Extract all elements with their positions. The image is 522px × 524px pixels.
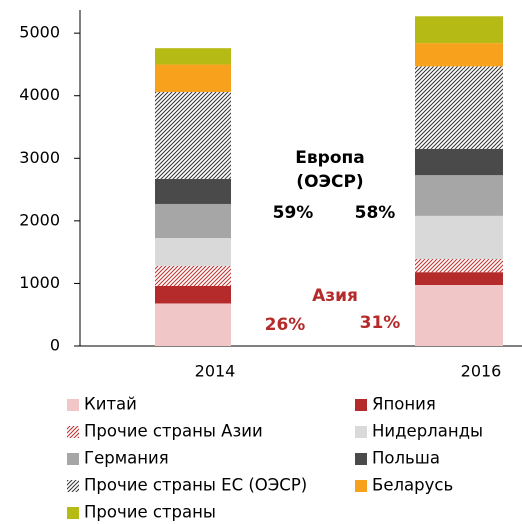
x-tick-label: 2014 — [195, 362, 236, 381]
y-tick-label: 3000 — [19, 148, 60, 167]
legend-label: Нидерланды — [372, 422, 483, 441]
y-tick-label: 1000 — [19, 273, 60, 292]
bar-segment — [415, 175, 503, 216]
legend-swatch — [67, 453, 79, 465]
legend-swatch — [355, 480, 367, 492]
legend-swatch — [67, 480, 79, 492]
legend-label: Китай — [84, 395, 137, 414]
legend-swatch — [355, 426, 367, 438]
legend-swatch — [355, 399, 367, 411]
y-tick-label: 4000 — [19, 85, 60, 104]
bar-segment — [155, 285, 231, 304]
legend-label: Прочие страны ЕС (ОЭСР) — [84, 476, 307, 495]
legend-label: Германия — [84, 449, 169, 468]
bar-segment — [155, 238, 231, 266]
annotation: 26% — [265, 315, 306, 335]
bar-segment — [155, 203, 231, 239]
bar-segment — [155, 178, 231, 204]
y-tick-label: 0 — [50, 336, 60, 355]
annotation: 58% — [355, 203, 396, 223]
bar-segment — [415, 16, 503, 44]
bar-segment — [155, 265, 231, 286]
y-tick-label: 2000 — [19, 210, 60, 229]
annotation: 31% — [360, 313, 401, 333]
legend-label: Прочие страны — [84, 503, 216, 522]
annotation: Европа — [295, 148, 364, 168]
bar-segment — [415, 259, 503, 273]
bar-segment — [415, 148, 503, 176]
bar-segment — [415, 66, 503, 149]
bar-segment — [155, 303, 231, 346]
legend-label: Польша — [372, 449, 440, 468]
legend-label: Япония — [372, 395, 436, 414]
bar-segment — [415, 215, 503, 260]
bar-segment — [155, 48, 231, 65]
bar-segment — [155, 91, 231, 179]
x-tick-label: 2016 — [461, 362, 502, 381]
bar-segment — [415, 284, 503, 346]
bar-segment — [415, 272, 503, 285]
legend-label: Прочие страны Азии — [84, 422, 263, 441]
legend-swatch — [67, 507, 79, 519]
legend-swatch — [355, 453, 367, 465]
legend-label: Беларусь — [372, 476, 453, 495]
annotation: 59% — [273, 203, 314, 223]
legend-swatch — [67, 426, 79, 438]
y-tick-label: 5000 — [19, 23, 60, 42]
legend-swatch — [67, 399, 79, 411]
annotation: Азия — [312, 286, 358, 306]
bar-segment — [415, 43, 503, 67]
bar-segment — [155, 64, 231, 92]
annotation: (ОЭСР) — [296, 172, 363, 192]
